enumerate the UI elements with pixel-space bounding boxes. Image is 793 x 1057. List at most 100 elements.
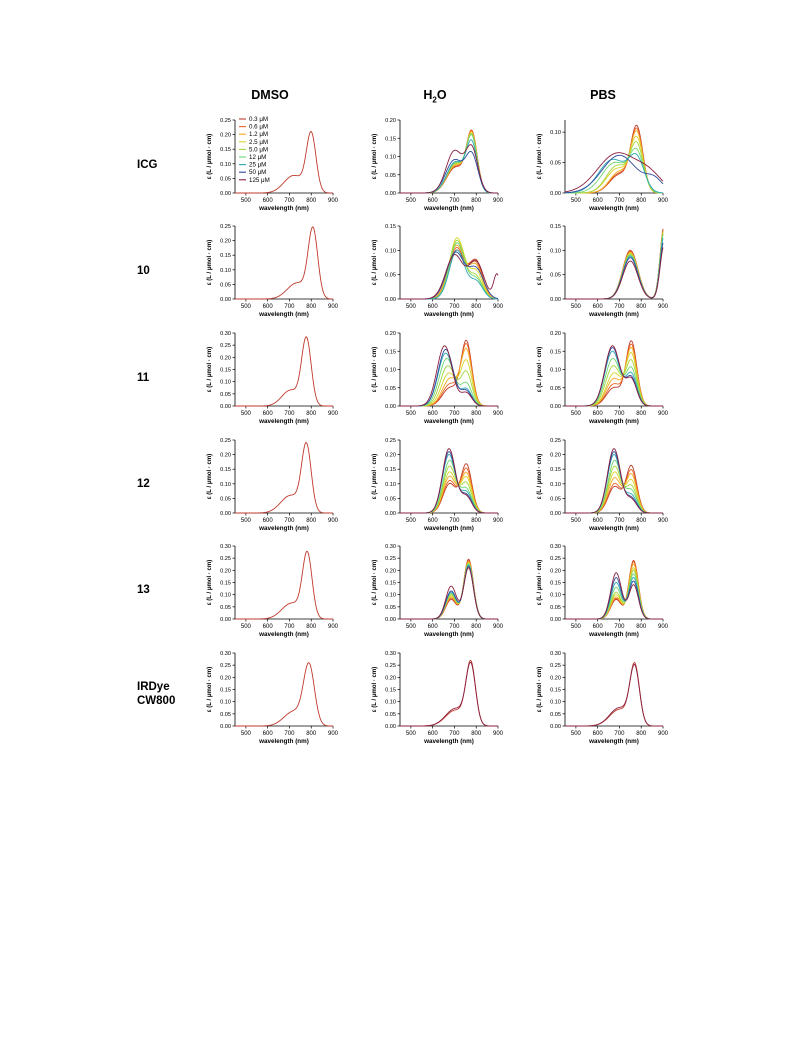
row-header-irdye: IRDye CW800 [137,680,175,708]
y-tick-label: 0.20 [550,568,561,574]
legend-label: 0.6 μM [249,124,268,131]
y-axis-label: ε (L / μmol · cm) [537,134,543,179]
y-tick-label: 0.20 [385,675,396,681]
series-line [565,563,663,620]
x-tick-label: 800 [471,518,482,524]
y-tick-label: 0.25 [220,556,231,562]
x-axis-label: wavelength (nm) [423,738,474,745]
y-axis-label: ε (L / μmol · cm) [207,454,213,499]
x-tick-label: 800 [306,518,317,524]
series-line [400,564,498,620]
column-header-text: DMSO [251,88,289,102]
y-tick-label: 0.15 [220,581,231,587]
x-tick-label: 700 [614,198,625,204]
legend-label: 125 μM [249,177,270,184]
x-axis-label: wavelength (nm) [588,311,639,318]
x-tick-label: 500 [571,624,582,630]
y-tick-label: 0.10 [220,593,231,599]
chart-irdye-h2o: 500 600 700 800 900 0.00 0.05 0.10 0.15 0.20 0.25 0… [372,651,504,745]
y-tick-label: 0.00 [550,511,561,517]
legend-label: 50 μM [249,169,266,176]
y-tick-label: 0.10 [550,248,561,254]
y-tick-label: 0.00 [550,191,561,197]
row-header-line: 11 [137,372,150,384]
y-axis-label: ε (L / μmol · cm) [537,454,543,499]
x-axis-label: wavelength (nm) [258,418,309,425]
y-tick-label: 0.25 [385,663,396,669]
y-tick-label: 0.15 [550,688,561,694]
x-tick-label: 700 [449,731,460,737]
chart-11-dmso: 500 600 700 800 900 0.00 0.05 0.10 0.15 0.20 0.25 0… [207,331,339,425]
y-tick-label: 0.15 [220,253,231,259]
x-tick-label: 600 [428,624,439,630]
y-tick-label: 0.05 [220,176,231,182]
x-tick-label: 700 [284,304,295,310]
y-axis-label: ε (L / μmol · cm) [537,240,543,285]
series-line [565,247,664,300]
y-tick-label: 0.30 [385,651,396,657]
x-tick-label: 500 [571,731,582,737]
row-header-12: 12 [137,477,150,491]
y-tick-label: 0.00 [385,191,396,197]
series-line [564,154,664,194]
chart-icg-h2o: 500 600 700 800 900 0.00 0.05 0.10 0.15 0.20 wavel… [372,118,504,212]
series-line [400,563,498,620]
series-line [565,233,664,300]
x-axis-label: wavelength (nm) [423,525,474,532]
y-tick-label: 0.25 [385,556,396,562]
y-tick-label: 0.05 [385,496,396,502]
y-tick-label: 0.05 [550,386,561,392]
x-tick-label: 600 [428,731,439,737]
x-axis-label: wavelength (nm) [258,205,309,212]
y-tick-label: 0.25 [550,438,561,444]
series-line [400,130,498,194]
series-line [565,238,664,300]
chart-irdye-dmso: 500 600 700 800 900 0.00 0.05 0.10 0.15 0.20 0.25 0… [207,651,339,745]
x-axis-label: wavelength (nm) [423,418,474,425]
y-tick-label: 0.05 [385,712,396,718]
x-tick-label: 900 [493,304,504,310]
x-tick-label: 800 [306,198,317,204]
y-tick-label: 0.20 [220,453,231,459]
y-tick-label: 0.05 [385,273,396,279]
y-tick-label: 0.10 [220,700,231,706]
x-tick-label: 800 [471,411,482,417]
column-header-h2o: H2O [385,88,485,105]
series-line [565,234,664,300]
y-axis-label: ε (L / μmol · cm) [372,560,378,605]
x-tick-label: 900 [493,411,504,417]
series-line [400,565,498,620]
x-tick-label: 700 [284,518,295,524]
x-tick-label: 800 [471,624,482,630]
y-tick-label: 0.05 [220,392,231,398]
x-tick-label: 800 [636,518,647,524]
y-tick-label: 0.05 [550,712,561,718]
series-line [565,347,663,407]
x-tick-label: 500 [241,518,252,524]
x-tick-label: 500 [571,411,582,417]
x-tick-label: 700 [284,731,295,737]
x-tick-label: 700 [284,624,295,630]
y-axis-label: ε (L / μmol · cm) [537,667,543,712]
series-line [400,562,498,620]
y-tick-label: 0.30 [220,651,231,657]
legend-label: 12 μM [249,154,266,161]
y-tick-label: 0.20 [220,133,231,139]
y-tick-label: 0.00 [385,724,396,730]
y-tick-label: 0.15 [385,467,396,473]
series-line [565,343,663,407]
y-tick-label: 0.10 [385,155,396,161]
chart-10-h2o: 500 600 700 800 900 0.00 0.05 0.10 0.15 wavelengt… [372,224,504,318]
y-tick-label: 0.00 [220,617,231,623]
x-tick-label: 500 [241,304,252,310]
series-line [235,441,333,514]
x-tick-label: 800 [636,411,647,417]
y-tick-label: 0.20 [550,453,561,459]
y-tick-label: 0.05 [385,605,396,611]
x-tick-label: 500 [406,411,417,417]
x-tick-label: 800 [306,411,317,417]
column-header-text: PBS [590,88,616,102]
series-line [400,471,498,514]
y-tick-label: 0.00 [220,404,231,410]
x-tick-label: 800 [636,731,647,737]
